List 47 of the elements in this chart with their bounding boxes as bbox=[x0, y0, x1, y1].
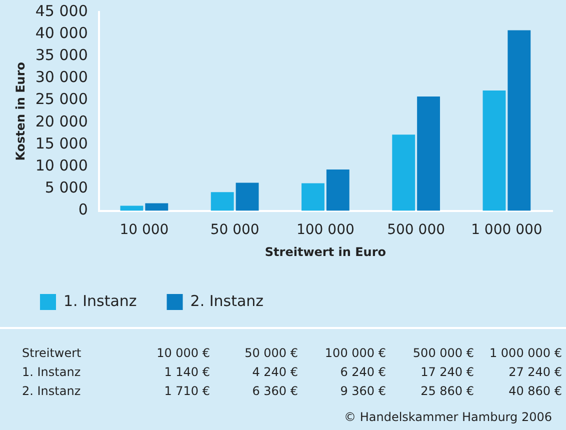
bar bbox=[302, 183, 324, 211]
y-tick-label: 45 000 bbox=[35, 2, 88, 20]
data-label: 4 240 € bbox=[251, 364, 298, 381]
text: 1. Instanz bbox=[22, 365, 81, 379]
data-label: 6 240 € bbox=[339, 364, 386, 381]
data-label: 1 710 € bbox=[163, 383, 210, 400]
bar bbox=[392, 134, 416, 211]
y-tick-label: 0 bbox=[78, 200, 88, 219]
y-tick-label: 15 000 bbox=[35, 134, 88, 152]
data-label: 25 860 € bbox=[420, 383, 474, 400]
data-label: 6 360 € bbox=[251, 383, 298, 400]
y-tick-label: 5 000 bbox=[44, 178, 88, 197]
y-axis-title: Kosten in Euro bbox=[13, 62, 28, 161]
y-tick-label: 20 000 bbox=[35, 112, 88, 130]
bar bbox=[482, 90, 506, 211]
text: © Handelskammer Hamburg 2006 bbox=[344, 410, 552, 424]
text: 1 000 000 € bbox=[488, 345, 562, 362]
text: 2. Instanz bbox=[22, 384, 81, 398]
text: 10 000 € bbox=[156, 345, 210, 362]
data-label: 40 860 € bbox=[508, 383, 562, 400]
x-tick-label: 10 000 bbox=[120, 222, 169, 238]
data-label: 17 240 € bbox=[420, 364, 474, 381]
legend-label: 2. Instanz bbox=[190, 292, 264, 310]
y-tick-label: 40 000 bbox=[35, 24, 88, 42]
text: 500 000 € bbox=[412, 345, 474, 362]
data-label: 9 360 € bbox=[339, 383, 386, 400]
bar bbox=[417, 96, 440, 211]
bar bbox=[508, 30, 531, 211]
legend-label: 1. Instanz bbox=[64, 292, 137, 310]
y-tick-label: 10 000 bbox=[35, 156, 88, 175]
bar bbox=[236, 182, 259, 211]
text: Streitwert bbox=[22, 345, 82, 362]
data-label: 27 240 € bbox=[508, 364, 562, 381]
x-tick-label: 50 000 bbox=[210, 222, 260, 238]
x-tick-label: 100 000 bbox=[296, 222, 354, 238]
y-tick-label: 25 000 bbox=[35, 90, 88, 108]
text: 100 000 € bbox=[324, 345, 386, 362]
x-tick-label: 500 000 bbox=[387, 222, 446, 238]
bar bbox=[210, 192, 234, 211]
x-tick-label: 1 000 000 bbox=[471, 222, 542, 238]
text: 50 000 € bbox=[244, 345, 298, 362]
bar bbox=[326, 169, 350, 211]
y-tick-label: 35 000 bbox=[35, 46, 88, 64]
bar bbox=[145, 203, 168, 211]
y-tick-label: 30 000 bbox=[35, 68, 88, 86]
data-label: 1 140 € bbox=[163, 364, 210, 381]
x-axis-title: Streitwert in Euro bbox=[264, 244, 386, 259]
